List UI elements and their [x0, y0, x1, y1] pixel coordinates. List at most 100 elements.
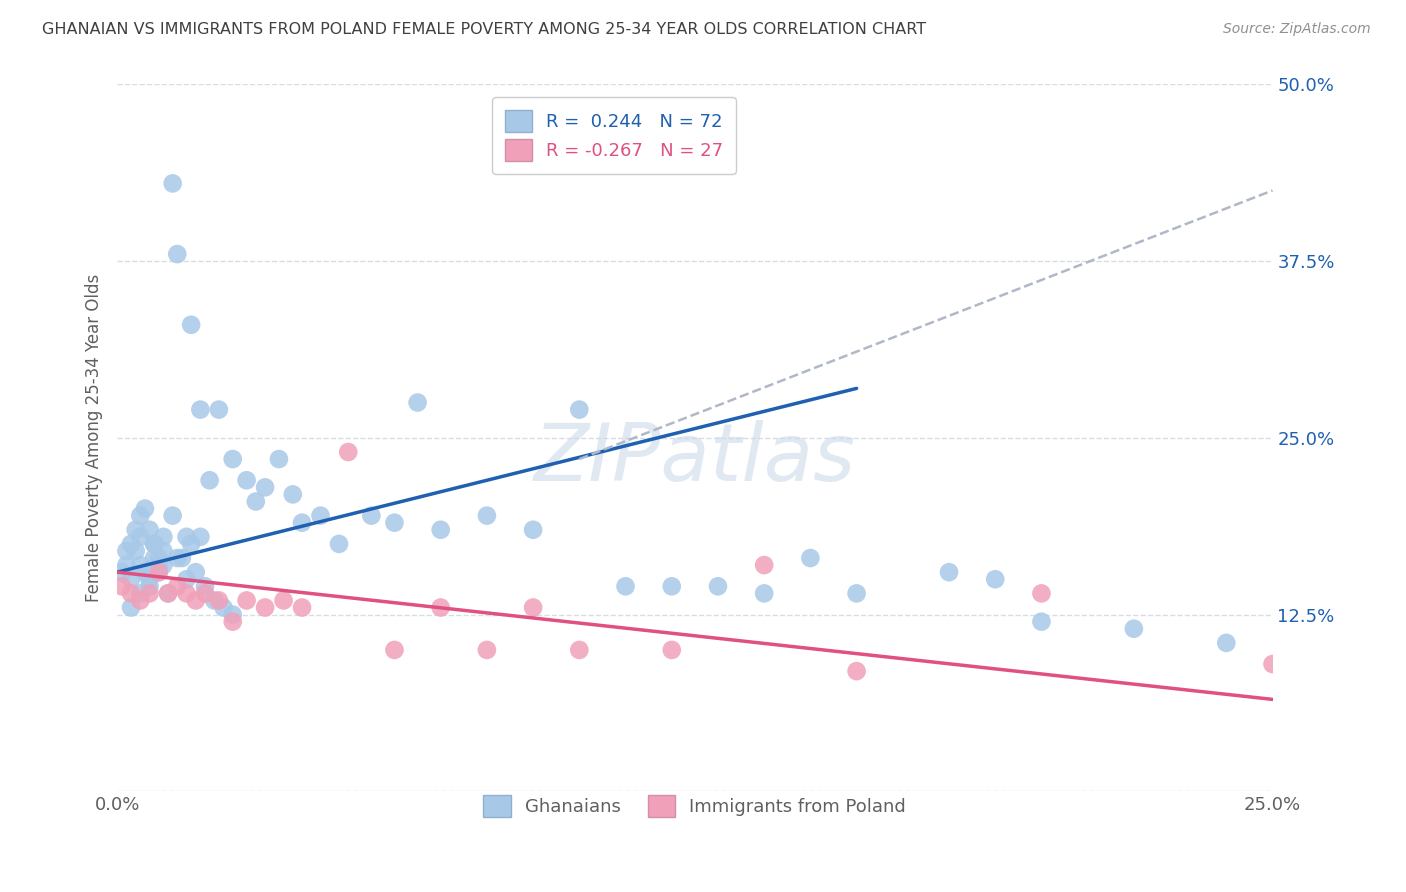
- Point: [194, 579, 217, 593]
- Point: [406, 395, 429, 409]
- Point: [429, 523, 451, 537]
- Point: [273, 593, 295, 607]
- Point: [166, 579, 188, 593]
- Point: [938, 565, 960, 579]
- Point: [180, 537, 202, 551]
- Point: [222, 615, 245, 629]
- Point: [384, 516, 406, 530]
- Point: [707, 579, 730, 593]
- Point: [120, 572, 142, 586]
- Point: [661, 579, 683, 593]
- Point: [143, 537, 166, 551]
- Point: [267, 452, 290, 467]
- Point: [208, 402, 231, 417]
- Point: [129, 558, 152, 573]
- Point: [568, 643, 591, 657]
- Point: [291, 600, 314, 615]
- Point: [360, 508, 382, 523]
- Point: [1122, 622, 1144, 636]
- Point: [138, 523, 160, 537]
- Point: [170, 551, 193, 566]
- Point: [254, 480, 277, 494]
- Point: [309, 508, 332, 523]
- Point: [143, 537, 166, 551]
- Point: [754, 586, 776, 600]
- Text: GHANAIAN VS IMMIGRANTS FROM POLAND FEMALE POVERTY AMONG 25-34 YEAR OLDS CORRELAT: GHANAIAN VS IMMIGRANTS FROM POLAND FEMAL…: [42, 22, 927, 37]
- Text: Source: ZipAtlas.com: Source: ZipAtlas.com: [1223, 22, 1371, 37]
- Point: [176, 586, 198, 600]
- Point: [190, 530, 212, 544]
- Point: [120, 586, 142, 600]
- Point: [1215, 636, 1237, 650]
- Point: [152, 544, 174, 558]
- Point: [208, 593, 231, 607]
- Point: [176, 530, 198, 544]
- Point: [384, 643, 406, 657]
- Point: [157, 586, 180, 600]
- Point: [429, 600, 451, 615]
- Point: [162, 177, 184, 191]
- Point: [138, 572, 160, 586]
- Point: [845, 664, 868, 678]
- Point: [148, 565, 170, 579]
- Point: [138, 586, 160, 600]
- Point: [134, 565, 156, 579]
- Point: [148, 558, 170, 573]
- Point: [180, 318, 202, 332]
- Point: [124, 544, 146, 558]
- Point: [148, 551, 170, 566]
- Point: [162, 508, 184, 523]
- Point: [845, 586, 868, 600]
- Point: [1261, 657, 1284, 671]
- Point: [568, 402, 591, 417]
- Point: [475, 508, 498, 523]
- Point: [281, 487, 304, 501]
- Point: [614, 579, 637, 593]
- Point: [222, 607, 245, 622]
- Point: [984, 572, 1007, 586]
- Point: [235, 593, 257, 607]
- Y-axis label: Female Poverty Among 25-34 Year Olds: Female Poverty Among 25-34 Year Olds: [86, 274, 103, 602]
- Point: [184, 593, 207, 607]
- Point: [184, 565, 207, 579]
- Point: [235, 473, 257, 487]
- Point: [202, 593, 225, 607]
- Point: [124, 523, 146, 537]
- Point: [148, 565, 170, 579]
- Point: [111, 579, 134, 593]
- Point: [190, 402, 212, 417]
- Point: [291, 516, 314, 530]
- Point: [198, 473, 221, 487]
- Point: [120, 600, 142, 615]
- Point: [111, 565, 134, 579]
- Point: [522, 523, 544, 537]
- Point: [152, 530, 174, 544]
- Point: [143, 551, 166, 566]
- Point: [129, 530, 152, 544]
- Point: [157, 586, 180, 600]
- Point: [522, 600, 544, 615]
- Point: [661, 643, 683, 657]
- Point: [254, 600, 277, 615]
- Point: [245, 494, 267, 508]
- Point: [194, 586, 217, 600]
- Point: [152, 558, 174, 573]
- Point: [328, 537, 350, 551]
- Point: [120, 537, 142, 551]
- Point: [475, 643, 498, 657]
- Point: [212, 600, 235, 615]
- Point: [115, 558, 138, 573]
- Point: [166, 551, 188, 566]
- Point: [337, 445, 360, 459]
- Legend: Ghanaians, Immigrants from Poland: Ghanaians, Immigrants from Poland: [477, 789, 914, 825]
- Text: ZIPatlas: ZIPatlas: [534, 420, 856, 498]
- Point: [176, 572, 198, 586]
- Point: [222, 452, 245, 467]
- Point: [134, 501, 156, 516]
- Point: [129, 508, 152, 523]
- Point: [166, 247, 188, 261]
- Point: [754, 558, 776, 573]
- Point: [1031, 615, 1053, 629]
- Point: [129, 593, 152, 607]
- Point: [1031, 586, 1053, 600]
